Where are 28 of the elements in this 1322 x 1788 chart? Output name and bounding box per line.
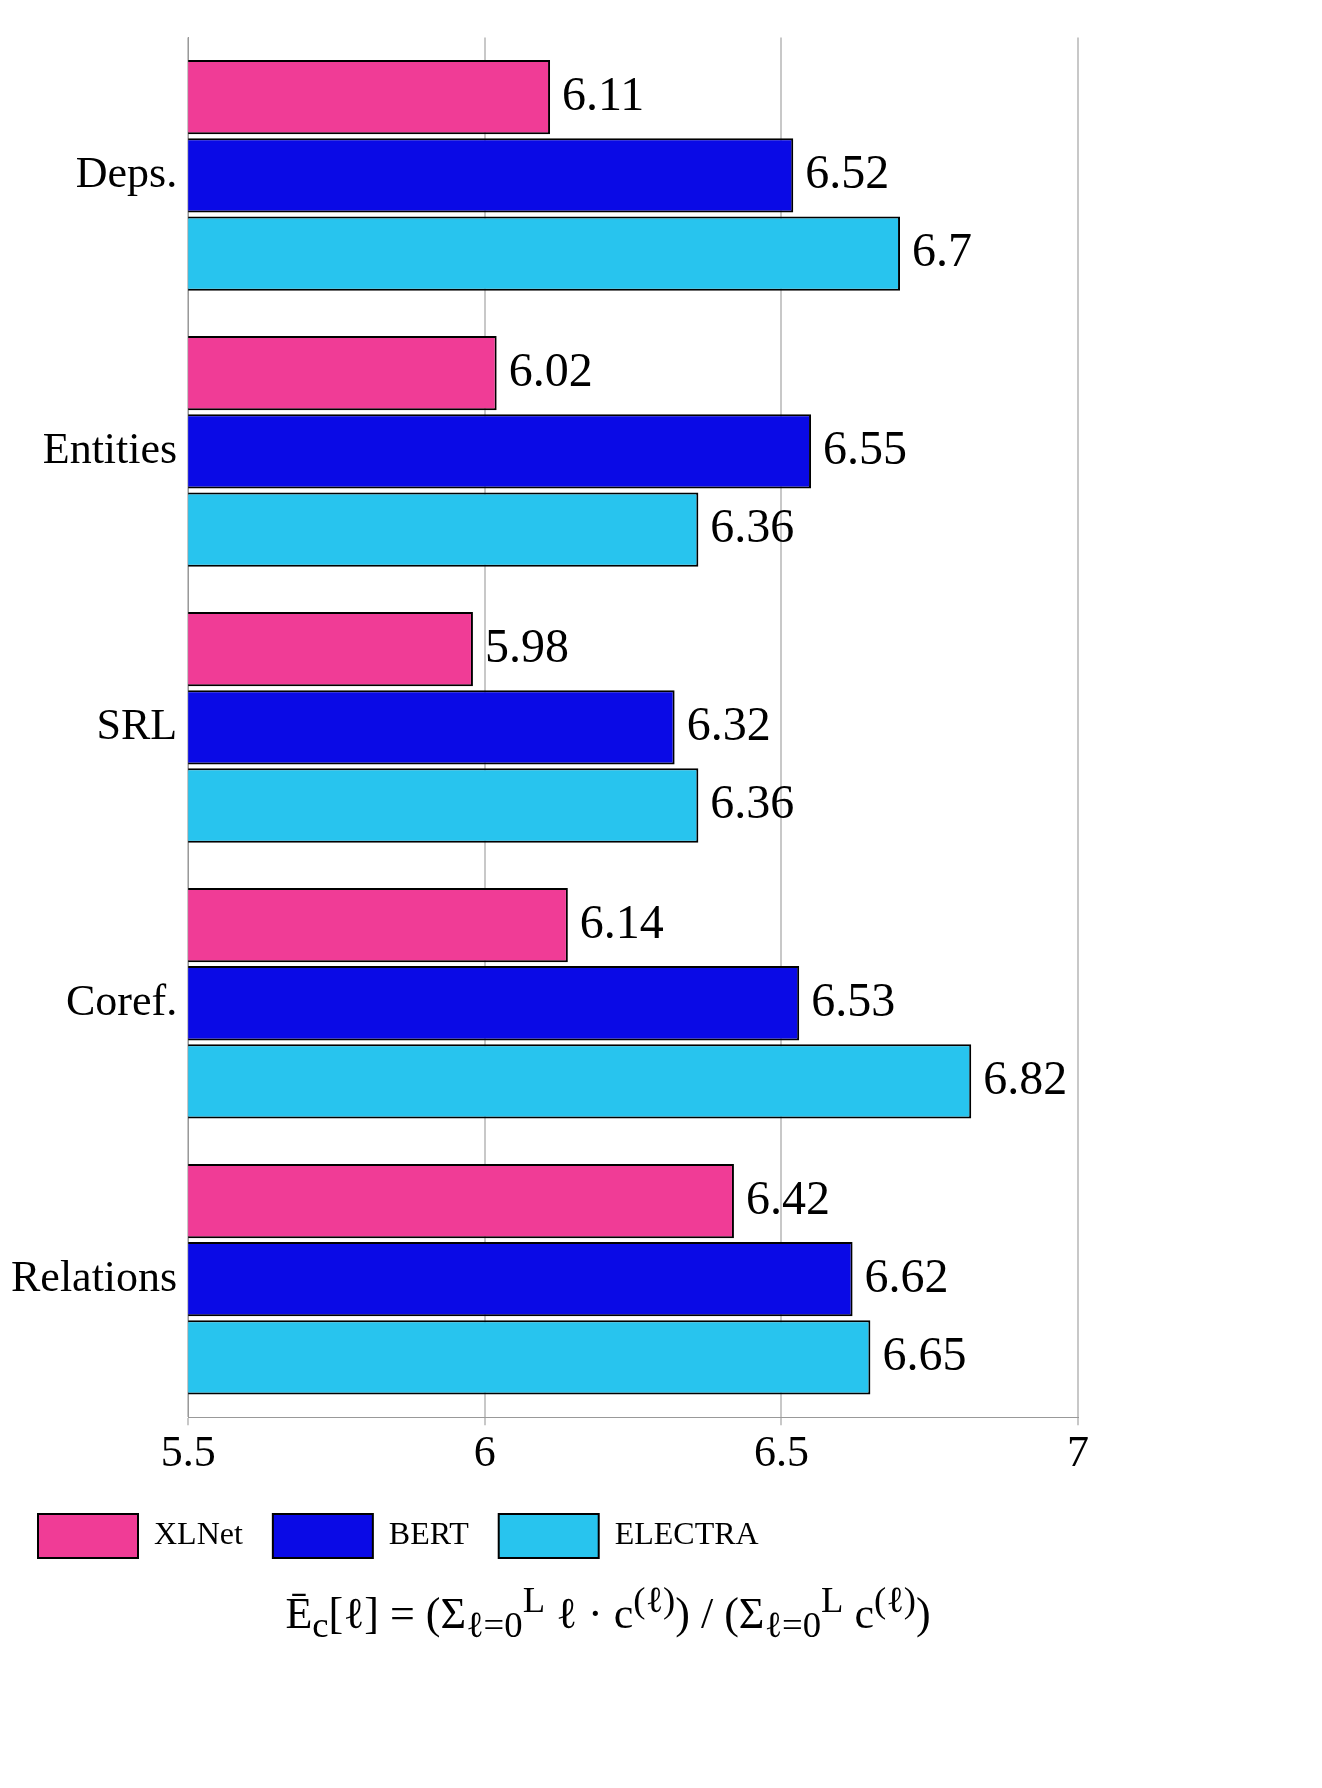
data-label: 6.62 bbox=[864, 1248, 949, 1302]
x-tick-label: 6 bbox=[473, 1427, 496, 1477]
x-tick-label: 7 bbox=[1067, 1427, 1089, 1477]
data-label: 6.36 bbox=[710, 499, 795, 553]
data-label: 6.36 bbox=[710, 775, 795, 829]
data-label: 6.82 bbox=[983, 1051, 1068, 1105]
data-label: 5.98 bbox=[484, 618, 569, 672]
x-tick-label: 5.5 bbox=[160, 1427, 216, 1477]
legend-label: ELECTRA bbox=[614, 1515, 759, 1552]
y-tick-label: SRL bbox=[96, 699, 178, 749]
data-label: 6.42 bbox=[745, 1170, 830, 1224]
legend-label: XLNet bbox=[154, 1515, 243, 1552]
data-label: 6.02 bbox=[508, 342, 593, 396]
data-label: 6.53 bbox=[811, 972, 896, 1026]
data-label: 6.65 bbox=[882, 1327, 967, 1381]
data-label: 6.14 bbox=[579, 894, 664, 948]
x-tick-label: 6.5 bbox=[753, 1427, 809, 1477]
data-label: 6.7 bbox=[912, 223, 973, 277]
text: Ē$_{c}$[ℓ] = (Σ$_{ℓ=0}$$^{L}$ ℓ · c$^{(ℓ)}$) / (Σ$_{ℓ=0}$$^{L}$ c$^{(ℓ)}$) bbox=[285, 1579, 931, 1646]
data-label: 6.11 bbox=[562, 66, 645, 120]
data-label: 6.52 bbox=[805, 144, 890, 198]
y-tick-label: Entities bbox=[42, 423, 178, 473]
y-tick-label: Deps. bbox=[75, 147, 178, 197]
y-tick-label: Relations bbox=[11, 1251, 178, 1301]
data-label: 6.55 bbox=[823, 420, 908, 474]
y-tick-label: Coref. bbox=[66, 975, 178, 1025]
legend-label: BERT bbox=[388, 1515, 470, 1552]
data-label: 6.32 bbox=[686, 696, 771, 750]
